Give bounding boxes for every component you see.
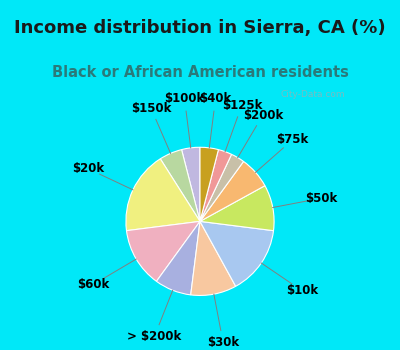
- Wedge shape: [200, 147, 218, 222]
- Wedge shape: [200, 186, 274, 231]
- Wedge shape: [200, 222, 274, 286]
- Wedge shape: [191, 222, 236, 295]
- Wedge shape: [182, 147, 200, 222]
- Text: $150k: $150k: [131, 102, 171, 114]
- Text: $200k: $200k: [243, 108, 283, 121]
- Text: $30k: $30k: [207, 336, 239, 349]
- Text: $125k: $125k: [222, 99, 262, 112]
- Text: City-Data.com: City-Data.com: [281, 90, 346, 99]
- Text: $60k: $60k: [78, 278, 110, 291]
- Wedge shape: [200, 154, 244, 222]
- Wedge shape: [200, 161, 265, 222]
- Text: Income distribution in Sierra, CA (%): Income distribution in Sierra, CA (%): [14, 19, 386, 37]
- Wedge shape: [160, 149, 200, 222]
- Text: $75k: $75k: [276, 133, 309, 146]
- Wedge shape: [200, 149, 232, 222]
- Text: $20k: $20k: [72, 162, 104, 175]
- Text: > $200k: > $200k: [128, 330, 182, 343]
- Wedge shape: [126, 159, 200, 231]
- Text: $10k: $10k: [286, 284, 318, 297]
- Wedge shape: [156, 222, 200, 295]
- Text: Black or African American residents: Black or African American residents: [52, 65, 348, 80]
- Text: $40k: $40k: [199, 92, 232, 105]
- Wedge shape: [126, 222, 200, 281]
- Text: $50k: $50k: [305, 192, 338, 205]
- Text: $100k: $100k: [164, 92, 205, 105]
